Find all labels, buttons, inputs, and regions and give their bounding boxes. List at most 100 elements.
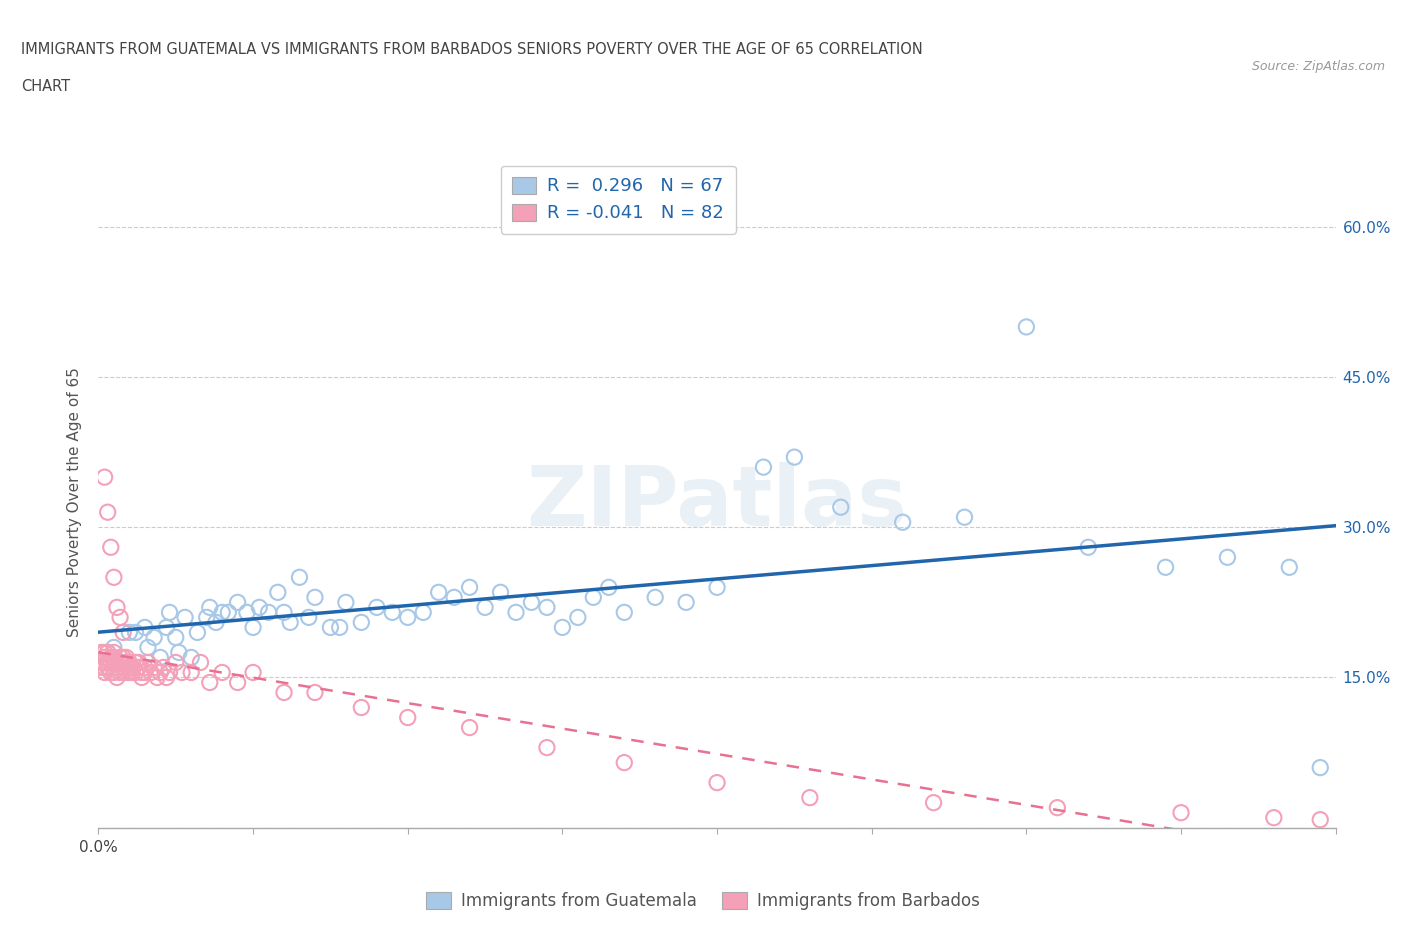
Point xyxy=(247,600,270,615)
Point xyxy=(242,620,264,635)
Point xyxy=(108,610,131,625)
Point xyxy=(112,655,135,670)
Point xyxy=(304,590,326,604)
Point xyxy=(458,580,481,595)
Point xyxy=(90,660,112,675)
Point xyxy=(226,675,249,690)
Point xyxy=(155,620,177,635)
Point xyxy=(298,610,321,625)
Point xyxy=(396,610,419,625)
Point xyxy=(112,650,135,665)
Point xyxy=(226,595,249,610)
Point xyxy=(205,615,228,630)
Point xyxy=(190,655,212,670)
Point xyxy=(217,604,239,619)
Point xyxy=(335,595,357,610)
Text: IMMIGRANTS FROM GUATEMALA VS IMMIGRANTS FROM BARBADOS SENIORS POVERTY OVER THE A: IMMIGRANTS FROM GUATEMALA VS IMMIGRANTS … xyxy=(21,42,922,57)
Point xyxy=(124,665,146,680)
Point xyxy=(273,604,295,619)
Point xyxy=(103,645,125,660)
Point xyxy=(567,610,589,625)
Legend: Immigrants from Guatemala, Immigrants from Barbados: Immigrants from Guatemala, Immigrants fr… xyxy=(419,885,987,917)
Point xyxy=(953,510,976,525)
Point xyxy=(396,711,419,725)
Point xyxy=(118,665,141,680)
Point xyxy=(1263,810,1285,825)
Point xyxy=(319,620,342,635)
Point xyxy=(134,665,156,680)
Point xyxy=(131,665,153,680)
Point xyxy=(149,665,172,680)
Point xyxy=(1309,812,1331,827)
Point xyxy=(1154,560,1177,575)
Point xyxy=(100,665,122,680)
Point xyxy=(165,655,187,670)
Point xyxy=(165,630,187,644)
Point xyxy=(675,595,697,610)
Text: Source: ZipAtlas.com: Source: ZipAtlas.com xyxy=(1251,60,1385,73)
Point xyxy=(103,655,125,670)
Point xyxy=(93,650,115,665)
Point xyxy=(170,665,193,680)
Point xyxy=(112,625,135,640)
Point xyxy=(100,539,122,554)
Point xyxy=(180,665,202,680)
Point xyxy=(288,570,311,585)
Point xyxy=(242,665,264,680)
Point xyxy=(134,620,156,635)
Point xyxy=(93,660,115,675)
Point xyxy=(90,655,112,670)
Point xyxy=(167,645,190,660)
Point xyxy=(115,650,138,665)
Point xyxy=(128,660,150,675)
Point xyxy=(105,655,128,670)
Point xyxy=(149,650,172,665)
Point xyxy=(1216,550,1239,565)
Point xyxy=(211,665,233,680)
Point xyxy=(536,600,558,615)
Point xyxy=(97,505,120,520)
Point xyxy=(108,655,131,670)
Point xyxy=(443,590,465,604)
Point xyxy=(613,755,636,770)
Point xyxy=(143,630,166,644)
Point xyxy=(115,665,138,680)
Point xyxy=(598,580,620,595)
Point xyxy=(131,670,153,684)
Point xyxy=(124,655,146,670)
Text: CHART: CHART xyxy=(21,79,70,94)
Point xyxy=(100,650,122,665)
Point xyxy=(1077,539,1099,554)
Point xyxy=(118,625,141,640)
Point xyxy=(273,685,295,700)
Point xyxy=(278,615,301,630)
Legend: R =  0.296   N = 67, R = -0.041   N = 82: R = 0.296 N = 67, R = -0.041 N = 82 xyxy=(501,166,735,233)
Point xyxy=(1278,560,1301,575)
Point xyxy=(536,740,558,755)
Point xyxy=(366,600,388,615)
Point xyxy=(211,604,233,619)
Point xyxy=(105,670,128,684)
Point xyxy=(105,660,128,675)
Point xyxy=(97,660,120,675)
Point xyxy=(186,625,208,640)
Point xyxy=(100,655,122,670)
Point xyxy=(108,650,131,665)
Point xyxy=(458,720,481,735)
Point xyxy=(90,645,112,660)
Point xyxy=(146,670,169,684)
Point xyxy=(108,665,131,680)
Point xyxy=(505,604,527,619)
Point xyxy=(180,650,202,665)
Point xyxy=(783,450,806,465)
Point xyxy=(799,790,821,805)
Y-axis label: Seniors Poverty Over the Age of 65: Seniors Poverty Over the Age of 65 xyxy=(67,367,83,637)
Point xyxy=(97,645,120,660)
Point xyxy=(922,795,945,810)
Point xyxy=(103,665,125,680)
Point xyxy=(350,700,373,715)
Point xyxy=(93,665,115,680)
Point xyxy=(134,660,156,675)
Point xyxy=(174,610,197,625)
Point xyxy=(97,655,120,670)
